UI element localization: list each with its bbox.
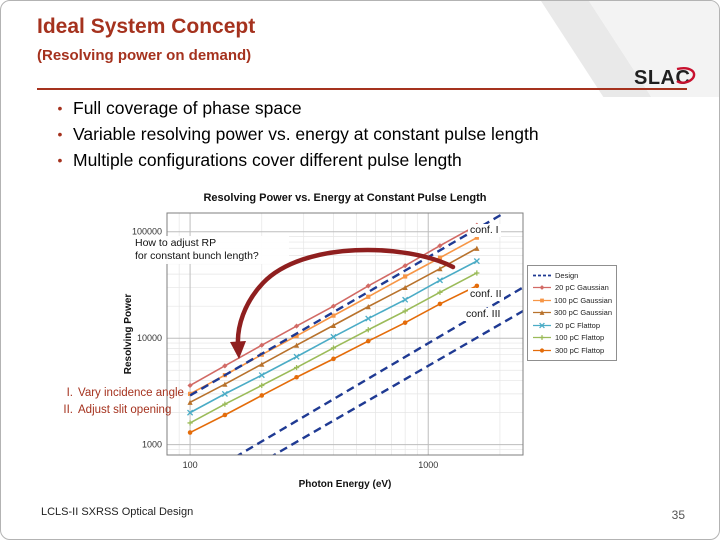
y-tick-label: 1000 — [142, 440, 162, 450]
bullet-list: • Full coverage of phase space • Variabl… — [47, 95, 697, 173]
slac-logo-swoosh-icon — [676, 67, 696, 84]
legend-item: 100 pC Flattop — [532, 332, 612, 345]
slac-logo: SLAC — [633, 65, 703, 96]
bullet-icon: • — [57, 152, 63, 168]
note-numeral: II. — [63, 404, 73, 416]
bullet-item: • Variable resolving power vs. energy at… — [47, 121, 697, 147]
resolving-power-chart: Resolving Power vs. Energy at Constant P… — [119, 187, 624, 499]
page-number: 35 — [671, 508, 685, 522]
note-numeral: I. — [66, 387, 73, 399]
x-tick-label: 100 — [183, 460, 198, 470]
plot-border — [166, 212, 524, 456]
note-text: Adjust slit opening — [78, 404, 172, 416]
legend-item: 100 pC Gaussian — [532, 294, 612, 307]
page-title: Ideal System Concept — [37, 15, 256, 38]
chart-legend: Design 20 pC Gaussian 100 pC Gaussian 300 p… — [527, 265, 617, 361]
bullet-text: Full coverage of phase space — [73, 98, 302, 118]
note-text: Vary incidence angle — [78, 387, 184, 399]
legend-item: Design — [533, 270, 579, 280]
annotation-conf-2: conf. II — [468, 288, 504, 301]
y-tick-label: 10000 — [137, 333, 162, 343]
bullet-text: Multiple configurations cover different … — [73, 150, 462, 170]
chart-title: Resolving Power vs. Energy at Constant P… — [203, 192, 486, 204]
rp-question-line: How to adjust RP — [135, 237, 217, 249]
footer-text: LCLS-II SXRSS Optical Design — [41, 506, 194, 518]
note-item: I. Vary incidence angle — [59, 385, 184, 402]
method-notes: I. Vary incidence angle II. Adjust slit … — [59, 385, 184, 419]
note-item: II. Adjust slit opening — [59, 402, 184, 419]
annotation-conf-1: conf. I — [468, 224, 501, 237]
header-divider — [37, 88, 687, 90]
rp-question-line: for constant bunch length? — [135, 250, 259, 262]
bullet-item: • Full coverage of phase space — [47, 95, 697, 121]
annotation-conf-3: conf. III — [464, 308, 503, 321]
bullet-icon: • — [57, 100, 63, 116]
bullet-icon: • — [57, 126, 63, 142]
legend-item: 20 pC Flattop — [532, 319, 612, 332]
chart-x-axis-label: Photon Energy (eV) — [299, 479, 392, 490]
legend-item: 300 pC Flattop — [532, 344, 612, 357]
bullet-item: • Multiple configurations cover differen… — [47, 147, 697, 173]
rp-question-annotation: How to adjust RP for constant bunch leng… — [133, 236, 289, 264]
chart-y-axis-label: Resolving Power — [123, 294, 134, 375]
x-tick-label: 1000 — [418, 460, 438, 470]
page-subtitle: (Resolving power on demand) — [37, 47, 252, 64]
y-tick-label: 100000 — [132, 227, 162, 237]
bullet-text: Variable resolving power vs. energy at c… — [73, 124, 539, 144]
legend-item: 300 pC Gaussian — [532, 307, 612, 320]
slac-logo-text: SLAC — [634, 67, 690, 89]
legend-item: 20 pC Gaussian — [532, 282, 612, 295]
